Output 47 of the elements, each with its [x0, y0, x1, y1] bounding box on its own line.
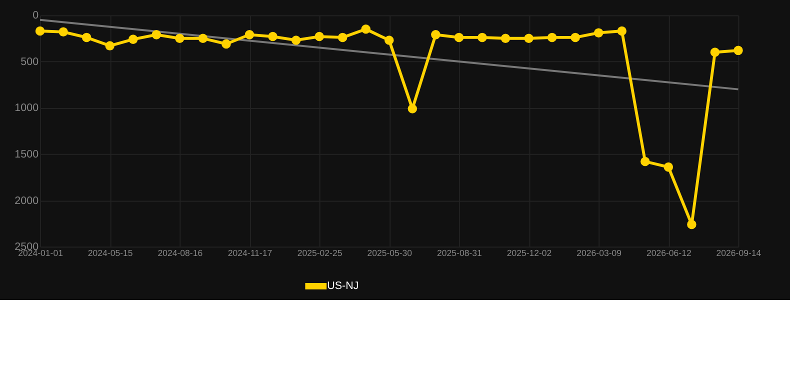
point: [82, 32, 92, 42]
point: [500, 34, 510, 44]
y-tick-label: 0: [32, 10, 39, 22]
x-tick-label: 2026-09-14: [716, 248, 762, 258]
y-tick-label: 2000: [14, 194, 39, 207]
point: [58, 27, 68, 37]
point: [222, 39, 231, 49]
point: [734, 46, 743, 56]
point: [314, 32, 324, 42]
point: [478, 32, 487, 42]
point: [431, 30, 440, 40]
point: [198, 34, 208, 44]
x-tick-label: 2026-06-12: [646, 248, 692, 258]
point: [664, 162, 674, 172]
x-tick-label: 2024-08-16: [158, 248, 203, 258]
x-tick-label: 2025-08-31: [437, 248, 482, 258]
point: [408, 104, 418, 114]
point: [338, 32, 348, 42]
point: [175, 34, 184, 44]
legend-label: US-NJ: [327, 280, 359, 292]
point: [640, 156, 650, 166]
point: [291, 36, 301, 45]
point: [105, 41, 114, 50]
point: [617, 26, 627, 36]
point: [384, 36, 394, 45]
y-tick-label: 500: [20, 56, 39, 68]
point: [547, 32, 557, 42]
x-tick-label: 2026-03-09: [576, 248, 622, 258]
point: [128, 34, 138, 44]
y-tick-label: 1500: [14, 148, 39, 161]
y-tick-label: 1000: [14, 102, 39, 114]
point: [570, 32, 580, 42]
point: [152, 30, 162, 40]
point: [454, 32, 464, 42]
point: [710, 48, 720, 57]
point: [361, 24, 370, 34]
x-tick-label: 2024-11-17: [228, 248, 272, 258]
point: [594, 28, 604, 38]
x-tick-label: 2025-05-30: [367, 248, 412, 258]
point: [35, 26, 45, 36]
x-tick-label: 2025-02-25: [297, 248, 342, 258]
point: [687, 220, 696, 230]
point: [524, 34, 534, 44]
x-tick-label: 2024-05-15: [88, 248, 133, 258]
x-tick-label: 2025-12-02: [506, 248, 552, 258]
point: [268, 32, 278, 42]
point: [244, 30, 254, 40]
